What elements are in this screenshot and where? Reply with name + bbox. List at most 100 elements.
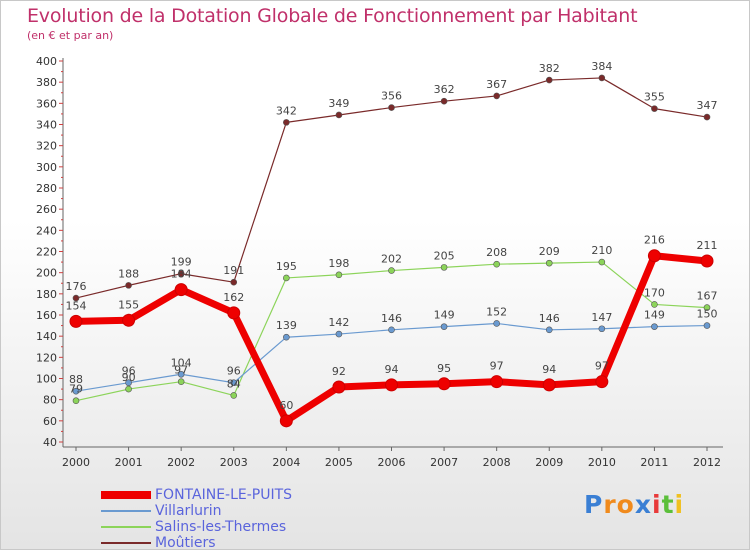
series-fontaine-le-puits: [69, 249, 714, 428]
logo-letter: o: [616, 490, 635, 519]
data-label: 154: [66, 299, 87, 312]
data-label: 79: [69, 383, 83, 396]
x-tick-label: 2008: [483, 456, 511, 469]
y-tick-label: 240: [36, 224, 57, 237]
data-point: [335, 111, 343, 119]
data-label: 342: [276, 104, 297, 117]
y-tick-label: 340: [36, 119, 57, 132]
legend-label-fontaine: FONTAINE-LE-PUITS: [155, 487, 293, 503]
data-point: [545, 326, 553, 334]
x-tick-label: 2006: [378, 456, 406, 469]
data-label: 170: [644, 286, 665, 299]
data-point: [542, 378, 556, 392]
data-label: 84: [227, 377, 241, 390]
data-label: 198: [328, 257, 349, 270]
data-label: 155: [118, 298, 139, 311]
data-label: 199: [171, 256, 192, 269]
legend-label-villarlurin: Villarlurin: [155, 503, 222, 519]
logo-letter: t: [661, 490, 675, 519]
y-tick-label: 180: [36, 288, 57, 301]
data-label: 382: [539, 62, 560, 75]
data-point: [598, 74, 606, 82]
data-point: [440, 323, 448, 330]
data-label: 367: [486, 78, 507, 91]
y-tick-label: 80: [43, 394, 57, 407]
data-point: [227, 306, 241, 320]
data-label: 211: [697, 239, 718, 252]
data-point: [72, 387, 80, 395]
data-label: 104: [171, 356, 192, 369]
data-point: [283, 333, 290, 341]
data-label: 195: [276, 260, 297, 273]
data-label: 355: [644, 91, 665, 104]
x-tick-label: 2004: [272, 456, 300, 469]
data-label: 97: [595, 360, 609, 373]
data-point: [177, 270, 185, 278]
data-point: [647, 249, 661, 263]
data-label: 95: [437, 362, 451, 375]
data-point: [703, 113, 711, 121]
logo-letter: x: [634, 490, 652, 519]
axes: 40 60 80 100 120 140 160 180 200 220 240 260 280 300 3…: [36, 55, 723, 469]
data-label: 176: [66, 280, 87, 293]
data-point: [651, 105, 658, 112]
y-tick-label: 40: [43, 436, 57, 449]
data-point: [388, 104, 395, 111]
y-tick-label: 300: [36, 161, 57, 174]
x-tick-label: 2009: [535, 456, 563, 469]
y-tick-label: 200: [36, 267, 57, 280]
data-label: 146: [381, 312, 402, 325]
data-label: 60: [279, 399, 293, 412]
data-label: 205: [434, 249, 455, 262]
data-label: 188: [118, 267, 139, 280]
data-point: [69, 314, 83, 328]
chart-title: Evolution de la Dotation Globale de Fonc…: [27, 5, 638, 27]
data-point: [388, 267, 395, 274]
data-label: 94: [385, 363, 399, 376]
data-label: 149: [644, 309, 665, 322]
data-point: [279, 414, 293, 428]
y-tick-label: 400: [36, 55, 57, 68]
data-point: [703, 304, 711, 311]
data-point: [493, 92, 500, 100]
data-point: [125, 379, 132, 387]
data-point: [230, 392, 238, 399]
data-point: [490, 375, 504, 389]
chart-subtitle: (en € et par an): [27, 29, 114, 42]
legend-swatch-salins: [101, 526, 151, 528]
data-point: [125, 282, 132, 289]
data-label: 147: [591, 311, 612, 324]
legend-swatch-villarlurin: [101, 510, 151, 512]
data-point: [72, 294, 80, 302]
data-label: 92: [332, 365, 346, 378]
logo-letter: P: [584, 490, 604, 519]
logo-letter: i: [674, 490, 685, 519]
data-label: 202: [381, 253, 402, 266]
data-label: 208: [486, 246, 507, 259]
data-point: [174, 283, 188, 297]
data-label: 149: [434, 309, 455, 322]
data-label: 152: [486, 305, 507, 318]
legend-swatch-moutiers: [101, 542, 151, 544]
series-layer: [69, 74, 714, 428]
y-tick-label: 60: [43, 415, 57, 428]
data-label: 184: [171, 268, 192, 281]
y-tick-label: 220: [36, 246, 57, 259]
x-tick-label: 2000: [62, 456, 90, 469]
data-point: [651, 301, 658, 308]
series-mo-tiers: [72, 74, 711, 302]
series-salins-les-thermes: [72, 258, 711, 405]
legend-label-salins: Salins-les-Thermes: [155, 519, 287, 535]
data-label: 90: [122, 371, 136, 384]
legend-swatch-fontaine: [101, 491, 151, 499]
data-point: [335, 330, 343, 338]
series-villarlurin: [72, 320, 711, 395]
data-point: [335, 271, 343, 279]
data-label: 209: [539, 245, 560, 258]
data-point: [700, 254, 714, 268]
data-label: 167: [697, 290, 718, 303]
data-point: [72, 397, 80, 405]
data-point: [437, 377, 451, 391]
